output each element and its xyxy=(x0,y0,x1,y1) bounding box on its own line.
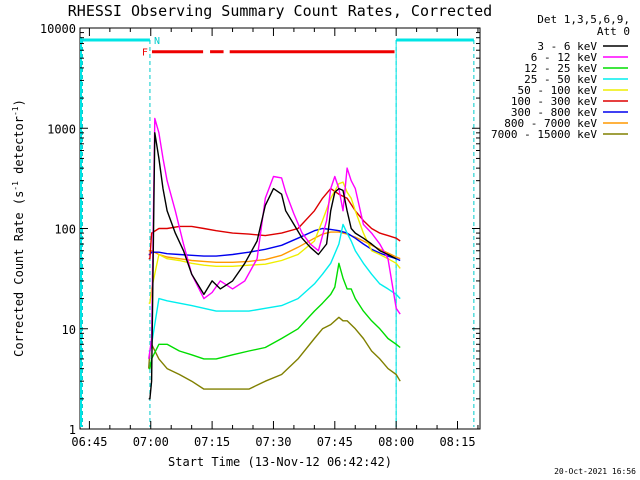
x-tick-label: 07:00 xyxy=(133,435,169,449)
timestamp: 20-Oct-2021 16:56 xyxy=(554,467,636,476)
legend-header-line1: Det 1,3,5,6,9, xyxy=(537,13,630,26)
chart-title: RHESSI Observing Summary Count Rates, Co… xyxy=(68,2,492,20)
x-axis-ticks: 06:45 07:00 07:15 07:30 07:45 08:00 08:15 xyxy=(71,28,479,449)
series-line xyxy=(148,187,401,260)
legend-label: 50 - 100 keV xyxy=(518,84,598,97)
series-lines xyxy=(148,117,401,400)
flag-bars: FN xyxy=(80,36,475,427)
plot-frame xyxy=(79,27,481,430)
x-tick-label: 07:30 xyxy=(255,435,291,449)
y-tick-label: 1 xyxy=(69,423,76,437)
legend-label: 25 - 50 keV xyxy=(524,73,597,86)
legend-label: 12 - 25 keV xyxy=(524,62,597,75)
y-tick-label: 10000 xyxy=(40,22,76,36)
x-tick-label: 07:45 xyxy=(317,435,353,449)
legend-label: 300 - 800 keV xyxy=(511,106,597,119)
night-flag-label: N xyxy=(154,36,160,47)
legend-label: 3 - 6 keV xyxy=(537,40,597,53)
y-tick-label: 100 xyxy=(54,223,76,237)
x-tick-label: 07:15 xyxy=(194,435,230,449)
y-axis-label: Corrected Count Rate (s-1 detector-1) xyxy=(11,99,26,357)
y-tick-label: 10 xyxy=(62,323,76,337)
x-tick-label: 08:00 xyxy=(378,435,414,449)
series-line xyxy=(148,117,401,360)
x-axis-label: Start Time (13-Nov-12 06:42:42) xyxy=(168,455,392,469)
y-tick-label: 1000 xyxy=(47,122,76,136)
flare-flag-label: F xyxy=(142,48,148,59)
x-tick-label: 08:15 xyxy=(439,435,475,449)
series-line xyxy=(148,132,397,400)
y-axis-ticks: 1 10 100 1000 10000 xyxy=(40,22,480,437)
legend-label: 800 - 7000 keV xyxy=(504,117,597,130)
series-line xyxy=(148,316,401,390)
series-line xyxy=(148,262,401,370)
series-line xyxy=(148,223,401,352)
legend-label: 7000 - 15000 keV xyxy=(491,128,597,141)
legend-header-line2: Att 0 xyxy=(597,25,630,38)
legend-label: 100 - 300 keV xyxy=(511,95,597,108)
x-tick-label: 06:45 xyxy=(71,435,107,449)
series-line xyxy=(148,231,401,263)
legend-label: 6 - 12 keV xyxy=(531,51,598,64)
